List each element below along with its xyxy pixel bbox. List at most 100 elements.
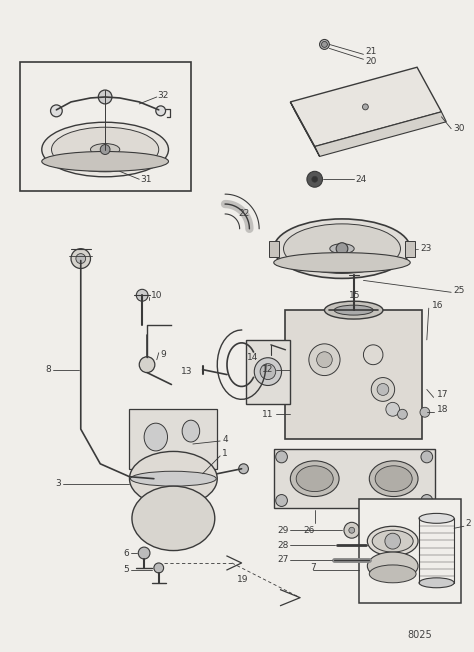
Circle shape	[76, 254, 86, 263]
Ellipse shape	[130, 471, 216, 486]
Ellipse shape	[144, 423, 167, 451]
Circle shape	[312, 176, 318, 183]
Text: 25: 25	[453, 286, 465, 295]
Text: 27: 27	[277, 556, 288, 565]
Circle shape	[385, 533, 401, 549]
Ellipse shape	[291, 461, 339, 497]
Circle shape	[276, 495, 287, 507]
Circle shape	[344, 522, 360, 538]
Ellipse shape	[367, 526, 418, 556]
Circle shape	[156, 106, 165, 116]
Circle shape	[239, 464, 248, 474]
Circle shape	[276, 451, 287, 463]
Bar	[269, 241, 279, 257]
Circle shape	[349, 527, 355, 533]
Text: 14: 14	[246, 353, 258, 363]
Circle shape	[260, 364, 276, 379]
Text: 8025: 8025	[407, 630, 432, 640]
Ellipse shape	[274, 252, 410, 273]
Circle shape	[421, 451, 433, 463]
Ellipse shape	[132, 486, 215, 550]
Bar	[285, 310, 422, 439]
Text: 9: 9	[161, 350, 166, 359]
Text: 21: 21	[365, 47, 377, 56]
Ellipse shape	[372, 530, 413, 552]
Text: 15: 15	[349, 291, 360, 300]
Ellipse shape	[52, 127, 159, 172]
Ellipse shape	[419, 578, 454, 587]
Circle shape	[98, 90, 112, 104]
Circle shape	[363, 104, 368, 110]
Ellipse shape	[369, 565, 416, 583]
Circle shape	[309, 344, 340, 376]
Circle shape	[317, 352, 332, 368]
Polygon shape	[291, 102, 319, 156]
Circle shape	[319, 40, 329, 50]
Text: 32: 32	[158, 91, 169, 100]
Circle shape	[307, 171, 322, 187]
Polygon shape	[291, 67, 441, 147]
Circle shape	[420, 408, 430, 417]
Text: 11: 11	[262, 409, 274, 419]
Text: 8: 8	[46, 365, 52, 374]
Text: 2: 2	[466, 519, 472, 528]
Text: 28: 28	[277, 541, 288, 550]
Circle shape	[371, 378, 395, 402]
Polygon shape	[315, 112, 447, 156]
Ellipse shape	[325, 301, 383, 319]
Circle shape	[386, 402, 400, 416]
Text: 6: 6	[124, 548, 129, 557]
Text: 5: 5	[124, 565, 129, 574]
Text: 24: 24	[356, 175, 367, 184]
Text: 20: 20	[365, 57, 377, 66]
Text: 18: 18	[437, 405, 448, 414]
Circle shape	[100, 145, 110, 155]
Text: 10: 10	[151, 291, 163, 300]
Ellipse shape	[42, 123, 168, 177]
Text: 1: 1	[222, 449, 228, 458]
Ellipse shape	[375, 466, 412, 492]
Text: 19: 19	[237, 575, 248, 584]
Text: 7: 7	[310, 563, 316, 572]
Ellipse shape	[283, 224, 401, 273]
Circle shape	[138, 547, 150, 559]
Ellipse shape	[91, 143, 120, 155]
Text: 3: 3	[55, 479, 61, 488]
Text: 13: 13	[182, 367, 193, 376]
Ellipse shape	[182, 420, 200, 442]
Bar	[358, 499, 461, 602]
Ellipse shape	[369, 461, 418, 497]
Text: 12: 12	[263, 365, 274, 374]
Circle shape	[51, 105, 62, 117]
Text: 29: 29	[277, 526, 288, 535]
Ellipse shape	[296, 466, 333, 492]
Circle shape	[421, 495, 433, 507]
Circle shape	[398, 409, 407, 419]
Circle shape	[139, 357, 155, 372]
Ellipse shape	[334, 305, 373, 315]
Ellipse shape	[129, 451, 217, 506]
Ellipse shape	[274, 219, 410, 278]
Ellipse shape	[330, 244, 354, 254]
Text: 4: 4	[222, 434, 228, 443]
Text: 22: 22	[239, 209, 250, 218]
Circle shape	[137, 289, 148, 301]
Text: 23: 23	[420, 244, 431, 253]
Bar	[246, 340, 291, 404]
Text: 17: 17	[437, 390, 448, 399]
Bar	[129, 409, 217, 469]
Text: 31: 31	[140, 175, 152, 184]
Circle shape	[321, 42, 328, 48]
Text: 30: 30	[453, 124, 465, 133]
Text: 16: 16	[432, 301, 443, 310]
Ellipse shape	[367, 552, 418, 580]
Ellipse shape	[42, 151, 168, 171]
Circle shape	[254, 358, 282, 385]
Ellipse shape	[419, 513, 454, 524]
Bar	[405, 241, 415, 257]
Circle shape	[377, 383, 389, 395]
Circle shape	[154, 563, 164, 573]
Bar	[20, 63, 191, 191]
Text: 26: 26	[303, 526, 314, 535]
Circle shape	[336, 243, 348, 255]
